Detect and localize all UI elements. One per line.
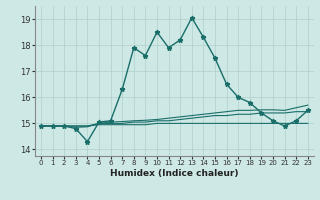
X-axis label: Humidex (Indice chaleur): Humidex (Indice chaleur): [110, 169, 239, 178]
